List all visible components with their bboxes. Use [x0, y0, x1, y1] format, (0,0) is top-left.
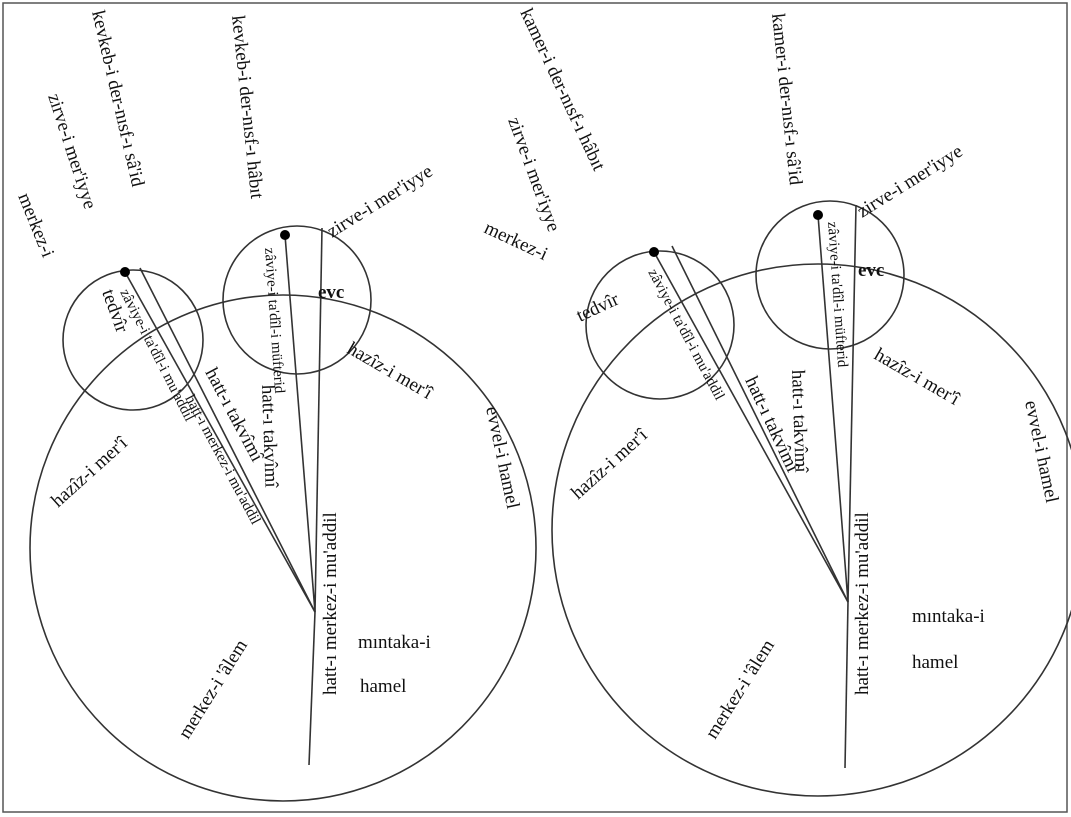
- epicycle: [222, 225, 372, 375]
- epicycle: [585, 250, 735, 400]
- label: hamel: [360, 676, 406, 697]
- label: zirve-i mer'iyye: [854, 141, 967, 222]
- label: zâviye-i ta'dîl-i müfterid: [261, 247, 287, 394]
- label: kamer-i der-nısf-ı sâ'id: [767, 12, 806, 186]
- line: [817, 214, 849, 603]
- label: hamel: [912, 652, 958, 673]
- label: merkez-i: [481, 217, 551, 265]
- label: evc: [318, 282, 344, 303]
- label: zâviye-i ta'dîl-i mu'addil: [644, 266, 727, 403]
- line: [844, 601, 849, 769]
- planet-dot: [120, 267, 130, 277]
- label: evvel-i hamel: [481, 405, 523, 511]
- planet-dot: [649, 247, 659, 257]
- label: hazîz-i mer'î: [567, 424, 652, 503]
- epicycle: [755, 200, 905, 350]
- line: [139, 267, 316, 613]
- epicycle: [62, 269, 204, 411]
- deferent-circle: [551, 263, 1071, 797]
- line: [314, 227, 323, 613]
- label: kevkeb-i der-nısf-ı sâ'id: [87, 8, 148, 189]
- deferent-circle: [29, 294, 537, 802]
- label: mıntaka-i: [358, 632, 431, 653]
- label: hatt-ı takvîmî: [787, 369, 812, 473]
- label: zirve-i mer'iyye: [43, 91, 100, 212]
- label: hazîz-i mer'î: [47, 432, 132, 511]
- label: merkez-i 'âlem: [701, 636, 779, 743]
- label: tedvîr: [573, 288, 623, 326]
- label: hatt-ı merkez-i mu'addil: [852, 512, 873, 695]
- planet-dot: [813, 210, 823, 220]
- label: merkez-i: [13, 190, 58, 260]
- label: hazîz-i mer'î: [344, 338, 437, 404]
- left-diagram: [29, 225, 537, 802]
- line: [284, 234, 316, 613]
- label: hatt-ı takvîmî: [257, 384, 282, 488]
- label: hazîz-i mer'î: [871, 344, 964, 410]
- line: [847, 204, 857, 603]
- line: [653, 251, 849, 603]
- line: [671, 245, 849, 603]
- label: kevkeb-i der-nısf-ı hâbıt: [227, 14, 267, 200]
- label: evc: [858, 260, 884, 281]
- line: [308, 611, 316, 766]
- label: zirve-i mer'iyye: [324, 161, 437, 242]
- right-diagram: [551, 200, 1071, 797]
- label: hatt-ı merkez-i mu'addil: [320, 512, 341, 695]
- label: evvel-i hamel: [1020, 399, 1062, 505]
- label: mıntaka-i: [912, 606, 985, 627]
- label: merkez-i 'âlem: [174, 636, 252, 743]
- planet-dot: [280, 230, 290, 240]
- line: [124, 271, 316, 613]
- label: zirve-i mer'iyye: [503, 115, 564, 235]
